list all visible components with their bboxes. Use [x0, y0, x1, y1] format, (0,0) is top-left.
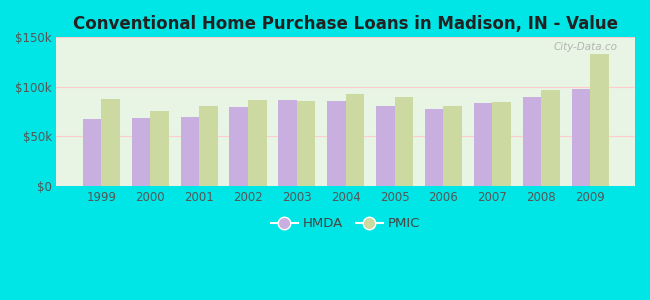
Bar [376, 106, 395, 186]
Bar [150, 111, 169, 186]
Bar [590, 54, 608, 186]
Bar [523, 97, 541, 186]
Bar [278, 100, 297, 186]
Bar [541, 90, 560, 186]
Bar [443, 106, 462, 186]
Bar [132, 118, 150, 186]
Bar [346, 94, 364, 186]
Bar [297, 101, 315, 186]
Legend: HMDA, PMIC: HMDA, PMIC [266, 212, 426, 236]
Bar [493, 102, 511, 186]
Bar [425, 109, 443, 186]
Bar [101, 99, 120, 186]
Bar [395, 97, 413, 186]
Bar [327, 101, 346, 186]
Bar [474, 103, 493, 186]
Text: City-Data.co: City-Data.co [554, 42, 617, 52]
Bar [248, 100, 266, 186]
Bar [199, 106, 218, 186]
Bar [571, 89, 590, 186]
Title: Conventional Home Purchase Loans in Madison, IN - Value: Conventional Home Purchase Loans in Madi… [73, 15, 618, 33]
Bar [83, 118, 101, 186]
Bar [229, 106, 248, 186]
Bar [181, 116, 199, 186]
